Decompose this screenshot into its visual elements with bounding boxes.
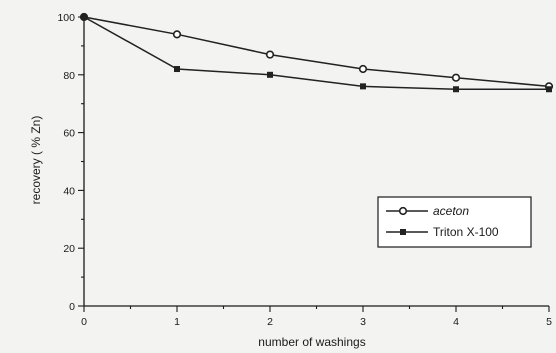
y-axis-label: recovery ( % Zn) — [29, 116, 43, 205]
legend-label: Triton X-100 — [433, 225, 499, 239]
legend-label: aceton — [433, 204, 469, 218]
series-line — [83, 16, 549, 91]
x-tick-label: 1 — [174, 316, 180, 328]
y-tick-label: 80 — [63, 70, 75, 82]
series-layer — [79, 12, 554, 93]
x-tick-label: 2 — [267, 316, 273, 328]
x-axis-label: number of washings — [258, 335, 365, 349]
legend-marker — [398, 206, 408, 216]
circle-data-point — [265, 50, 275, 59]
circle-data-point — [358, 64, 368, 74]
y-tick-label: 20 — [63, 243, 75, 255]
legend-box — [377, 196, 532, 248]
y-tick-label: 0 — [69, 301, 75, 313]
square-data-point — [360, 83, 366, 90]
square-data-point — [81, 14, 87, 20]
x-tick-label: 5 — [546, 316, 552, 328]
axes: 0 1 2 3 4 5 0 20 40 60 80 100 — [57, 12, 552, 328]
circle-data-point — [451, 73, 461, 82]
legend-marker — [400, 229, 406, 235]
series-line — [83, 16, 550, 88]
series-triton — [81, 14, 552, 93]
x-tick-label: 3 — [360, 316, 366, 328]
y-tick-label: 60 — [63, 128, 75, 140]
series-aceton — [79, 12, 554, 91]
y-tick-label: 40 — [63, 185, 75, 197]
y-tick-label: 100 — [57, 12, 75, 24]
circle-data-point — [172, 30, 182, 39]
x-tick-label: 0 — [81, 316, 87, 328]
square-data-point — [546, 86, 552, 93]
legend: aceton Triton X-100 — [377, 196, 532, 248]
x-tick-label: 4 — [453, 316, 459, 328]
square-data-point — [174, 66, 180, 73]
square-data-point — [267, 71, 273, 78]
square-data-point — [453, 86, 459, 93]
